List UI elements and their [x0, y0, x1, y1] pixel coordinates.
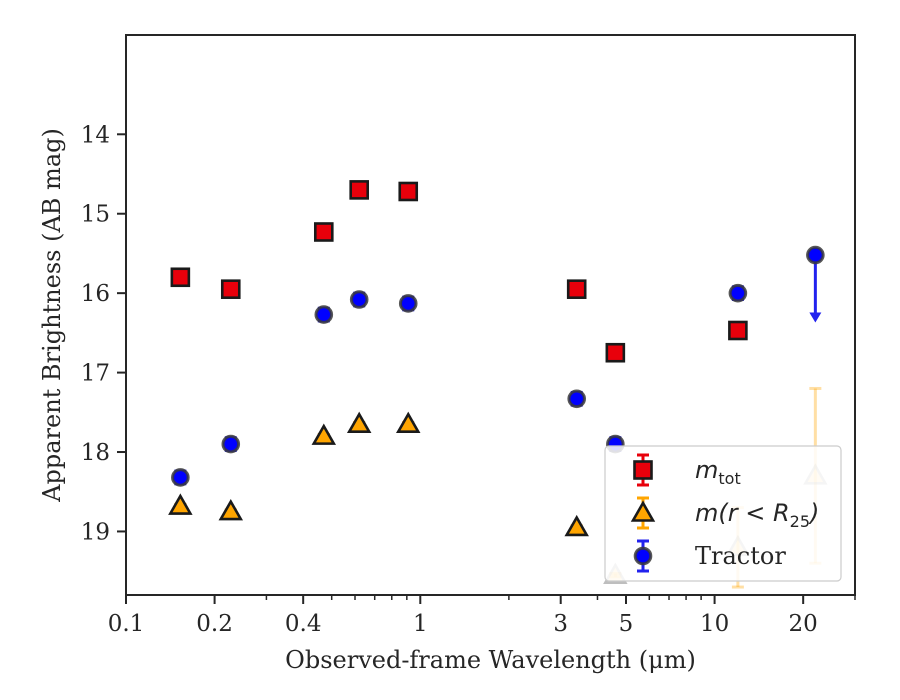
x-tick-label: 0.2 — [196, 611, 233, 637]
data-point — [605, 342, 626, 363]
point-7-marker — [728, 283, 748, 303]
legend-entry: m(r < R25) — [630, 496, 819, 531]
point-2-marker — [314, 305, 334, 324]
x-tick-label: 10 — [700, 611, 729, 637]
x-tick-label: 1 — [413, 611, 428, 637]
data-point — [567, 389, 587, 409]
data-point — [566, 279, 587, 299]
legend-box — [604, 445, 842, 582]
legend-marker — [630, 500, 656, 522]
data-point — [220, 279, 241, 299]
legend-label: Tractor — [695, 542, 786, 570]
legend: mtot m(r < R25) Tractor — [604, 445, 842, 582]
point-1-marker — [218, 498, 244, 521]
y-axis-label: Apparent Brightness (AB mag) — [38, 128, 66, 503]
point-0-marker — [171, 468, 190, 487]
legend-entry: mtot — [633, 453, 741, 488]
y-tick-label: 19 — [81, 519, 110, 545]
point-5-marker — [564, 514, 589, 537]
axes-frame — [125, 34, 856, 596]
series-m-tot — [170, 180, 748, 363]
data-point — [728, 283, 748, 303]
data-point — [398, 181, 419, 202]
y-tick-label: 15 — [81, 202, 110, 228]
x-tick-label: 20 — [789, 611, 818, 637]
point-7-marker — [728, 320, 748, 341]
data-point — [171, 468, 190, 487]
data-point — [398, 294, 418, 313]
data-point — [346, 411, 372, 434]
point-4-marker — [398, 294, 418, 313]
legend-label: m(r < R25) — [695, 499, 819, 531]
data-point — [221, 434, 241, 454]
legend-marker — [633, 460, 653, 480]
point-2-marker — [311, 423, 337, 445]
x-tick-label: 0.1 — [108, 611, 145, 637]
point-5-marker — [567, 389, 587, 409]
data-point — [311, 423, 337, 445]
point-6-marker — [605, 342, 626, 363]
data-point — [313, 222, 334, 242]
data-point — [728, 320, 748, 341]
point-2-marker — [313, 222, 334, 242]
point-4-marker — [398, 181, 419, 202]
y-tick-label: 18 — [81, 440, 110, 466]
point-3-marker — [346, 411, 372, 434]
data-point — [395, 411, 421, 434]
point-3-marker — [349, 290, 369, 309]
data-point — [349, 290, 369, 309]
point-1-marker — [220, 279, 241, 299]
point-8-marker — [806, 245, 825, 265]
point-3-marker — [349, 180, 369, 200]
data-point — [168, 493, 193, 515]
data-point — [314, 305, 334, 324]
point-5-marker — [566, 279, 587, 299]
data-point — [170, 267, 191, 288]
y-tick-label: 16 — [81, 281, 110, 307]
point-0-marker — [168, 493, 193, 515]
x-tick-label: 5 — [619, 611, 634, 637]
data-point — [564, 514, 589, 537]
point-1-marker — [221, 434, 241, 454]
x-axis-label: Observed-frame Wavelength (μm) — [285, 646, 696, 674]
data-point — [806, 245, 825, 323]
legend-label: mtot — [695, 456, 741, 488]
data-point — [218, 498, 244, 521]
y-tick-label: 17 — [81, 361, 110, 387]
legend-entry: Tractor — [633, 539, 786, 573]
point-8-limit-arrow — [809, 312, 822, 323]
x-tick-label: 0.4 — [285, 611, 322, 637]
point-4-marker — [395, 411, 421, 434]
point-0-marker — [170, 267, 191, 288]
data-point — [349, 180, 369, 200]
axes: 0.1 0.2 0.4 1 3 5 10 20 14 15 16 17 18 19 — [81, 34, 856, 637]
x-tick-label: 3 — [553, 611, 568, 637]
y-tick-label: 14 — [81, 122, 110, 148]
legend-marker — [633, 546, 653, 566]
